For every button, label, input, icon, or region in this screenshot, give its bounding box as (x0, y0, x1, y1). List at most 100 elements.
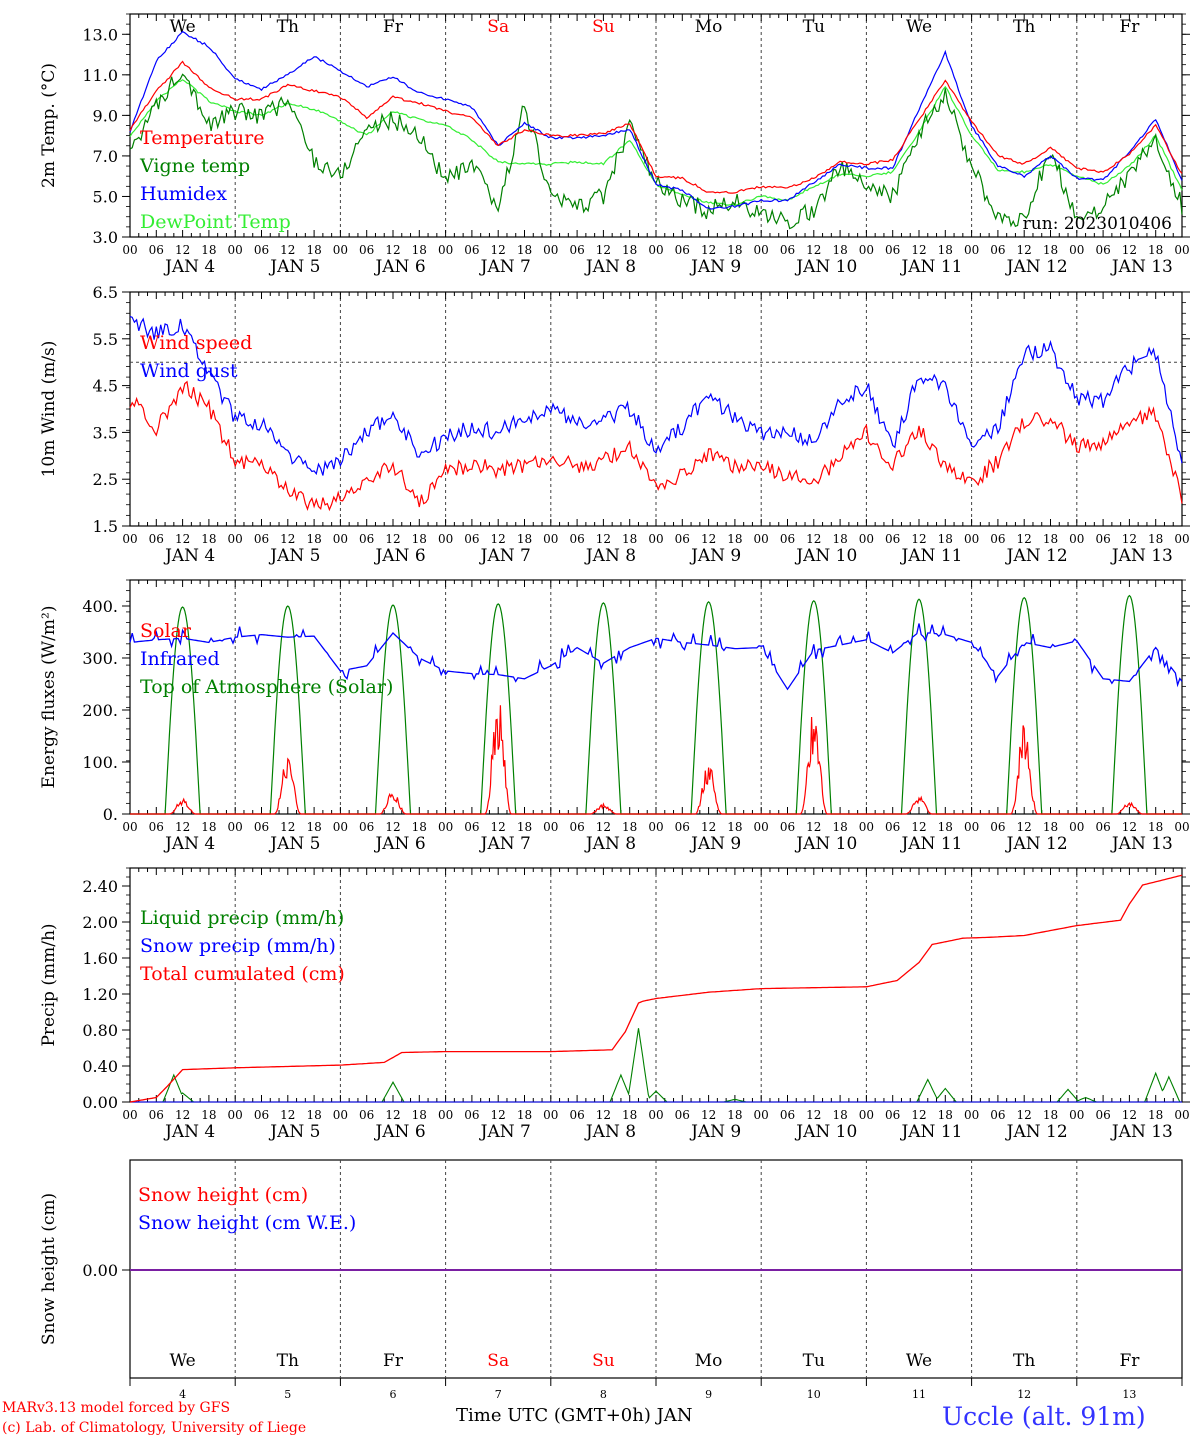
hour-tick-label: 18 (622, 820, 637, 834)
hour-tick-label: 06 (359, 1108, 374, 1122)
hour-tick-label: 18 (306, 1108, 321, 1122)
hour-tick-label: 00 (438, 820, 453, 834)
hour-tick-label: 12 (385, 532, 400, 546)
hour-tick-label: 12 (911, 820, 926, 834)
weekday-label: Fr (383, 17, 404, 37)
hour-tick-label: 00 (964, 1108, 979, 1122)
y-axis-label: Precip (mm/h) (39, 923, 59, 1046)
day-number-label: 9 (705, 1388, 712, 1401)
date-label: JAN 7 (479, 257, 531, 277)
hour-tick-label: 00 (438, 1108, 453, 1122)
y-tick-label: 3.5 (93, 423, 118, 442)
y-tick-label: 5.5 (93, 330, 118, 349)
date-label: JAN 6 (373, 834, 425, 854)
date-label: JAN 6 (373, 546, 425, 566)
y-tick-label: 4.5 (93, 377, 118, 396)
date-label: JAN 7 (479, 1122, 531, 1142)
date-label: JAN 11 (899, 1122, 962, 1142)
weekday-label: Su (592, 17, 615, 37)
hour-tick-label: 00 (754, 532, 769, 546)
date-label: JAN 8 (584, 1122, 636, 1142)
y-tick-label: 2.00 (82, 913, 118, 932)
hour-tick-label: 12 (806, 532, 821, 546)
weekday-label: Tu (803, 1351, 825, 1371)
legend-snow-precip-mm-h-: Snow precip (mm/h) (140, 935, 336, 957)
hour-tick-label: 06 (254, 243, 269, 257)
hour-tick-label: 00 (859, 243, 874, 257)
hour-tick-label: 12 (175, 1108, 190, 1122)
series-line-wind-gust (129, 315, 1183, 476)
date-label: JAN 8 (584, 834, 636, 854)
hour-tick-label: 18 (306, 820, 321, 834)
day-number-label: 7 (495, 1388, 502, 1401)
hour-tick-label: 06 (990, 1108, 1005, 1122)
hour-tick-label: 00 (859, 1108, 874, 1122)
hour-tick-label: 12 (280, 820, 295, 834)
date-label: JAN 10 (794, 834, 857, 854)
date-label: JAN 10 (794, 257, 857, 277)
date-label: JAN 8 (584, 546, 636, 566)
hour-tick-label: 12 (1017, 1108, 1032, 1122)
date-label: JAN 11 (899, 546, 962, 566)
date-label: JAN 5 (268, 546, 320, 566)
date-label: JAN 4 (163, 1122, 215, 1142)
legend-solar: Solar (140, 620, 192, 642)
date-label: JAN 4 (163, 546, 215, 566)
hour-tick-label: 18 (1148, 820, 1163, 834)
hour-tick-label: 18 (938, 532, 953, 546)
hour-tick-label: 06 (569, 820, 584, 834)
hour-tick-label: 18 (727, 1108, 742, 1122)
legend-temperature: Temperature (140, 127, 264, 149)
date-label: JAN 9 (689, 257, 741, 277)
hour-tick-label: 00 (228, 243, 243, 257)
series-line-solar (130, 705, 1182, 815)
hour-tick-label: 18 (938, 243, 953, 257)
hour-tick-label: 00 (333, 243, 348, 257)
hour-tick-label: 00 (1069, 1108, 1084, 1122)
hour-tick-label: 18 (1043, 532, 1058, 546)
date-label: JAN 9 (689, 834, 741, 854)
date-label: JAN 6 (373, 1122, 425, 1142)
hour-tick-label: 18 (306, 243, 321, 257)
day-number-label: 5 (284, 1388, 291, 1401)
y-tick-label: 0.00 (82, 1261, 118, 1280)
hour-tick-label: 06 (254, 820, 269, 834)
hour-tick-label: 18 (201, 1108, 216, 1122)
hour-tick-label: 00 (1174, 820, 1189, 834)
date-label: JAN 10 (794, 1122, 857, 1142)
date-label: JAN 7 (479, 546, 531, 566)
hour-tick-label: 12 (1122, 532, 1137, 546)
hour-tick-label: 00 (438, 532, 453, 546)
hour-tick-label: 06 (1095, 243, 1110, 257)
series-line-vigne-temp (129, 73, 1183, 230)
hour-tick-label: 12 (1017, 820, 1032, 834)
legend-dewpoint-temp: DewPoint Temp (140, 211, 291, 233)
weekday-label: Th (1013, 1351, 1035, 1371)
hour-tick-label: 06 (885, 820, 900, 834)
y-tick-label: 9.0 (93, 106, 118, 125)
hour-tick-label: 18 (1043, 820, 1058, 834)
hour-tick-label: 12 (1122, 243, 1137, 257)
date-label: JAN 8 (584, 257, 636, 277)
weekday-label: Sa (487, 17, 509, 37)
weekday-label: Th (277, 1351, 299, 1371)
hour-tick-label: 06 (990, 532, 1005, 546)
hour-tick-label: 18 (622, 1108, 637, 1122)
day-number-label: 11 (912, 1388, 926, 1401)
hour-tick-label: 06 (780, 532, 795, 546)
date-label: JAN 13 (1110, 257, 1173, 277)
hour-tick-label: 06 (569, 532, 584, 546)
hour-tick-label: 06 (780, 243, 795, 257)
hour-tick-label: 18 (201, 820, 216, 834)
hour-tick-label: 12 (806, 243, 821, 257)
weekday-label: Mo (695, 17, 723, 37)
hour-tick-label: 12 (911, 532, 926, 546)
hour-tick-label: 18 (1043, 243, 1058, 257)
hour-tick-label: 06 (149, 532, 164, 546)
hour-tick-label: 18 (832, 243, 847, 257)
hour-tick-label: 06 (1095, 820, 1110, 834)
series-line-total-cumulated (129, 874, 1183, 1103)
hour-tick-label: 00 (228, 820, 243, 834)
y-tick-label: 0.80 (82, 1021, 118, 1040)
hour-tick-label: 06 (359, 820, 374, 834)
